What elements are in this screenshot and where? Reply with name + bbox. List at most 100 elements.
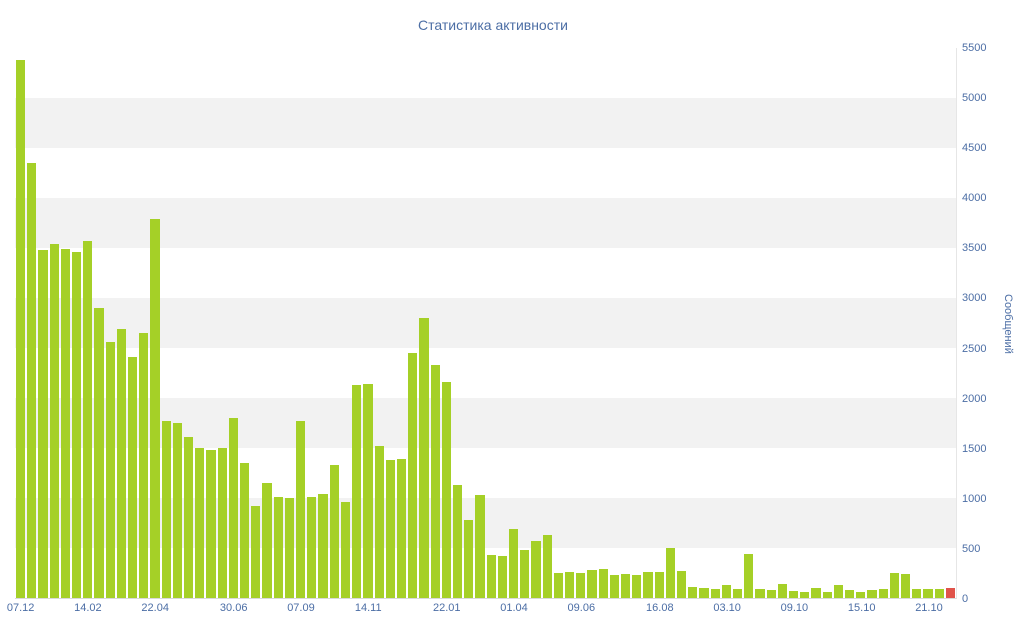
bar (184, 437, 194, 598)
bar (408, 353, 418, 598)
plot-band-gray (15, 198, 956, 248)
x-tick-label: 01.04 (500, 602, 528, 614)
x-tick-label: 14.02 (74, 602, 102, 614)
bar (318, 494, 328, 598)
x-tick-label: 22.04 (141, 602, 169, 614)
stripe-layer (15, 48, 956, 598)
bar (688, 587, 698, 598)
bar (598, 569, 608, 598)
x-tick-label: 30.06 (219, 602, 248, 614)
bar (374, 446, 384, 598)
x-tick-label: 09.10 (780, 602, 809, 614)
bar (228, 418, 239, 598)
bar (296, 421, 306, 598)
bar (486, 555, 496, 598)
bar (665, 548, 675, 598)
bar (161, 421, 171, 598)
bar (699, 588, 709, 598)
bar (284, 498, 295, 598)
bar (609, 575, 619, 598)
bar (934, 589, 944, 598)
bar (654, 572, 664, 598)
y-tick-label: 1000 (962, 492, 987, 505)
y-tick-label: 3500 (962, 242, 987, 255)
bar (240, 463, 250, 598)
y-tick-label: 1500 (962, 442, 987, 455)
bar (475, 495, 485, 598)
bar (352, 385, 362, 598)
bar (643, 572, 653, 598)
bar (116, 329, 127, 598)
bar (520, 550, 530, 598)
bar (464, 520, 474, 598)
bar (38, 250, 48, 598)
plot-band-gray (15, 398, 956, 448)
bar (889, 573, 900, 598)
bar (878, 589, 888, 598)
bar (800, 592, 810, 598)
x-tick-label: 09.06 (567, 602, 596, 614)
bar (553, 573, 563, 598)
bar (128, 357, 138, 598)
x-tick-label: 07.12 (6, 602, 35, 614)
bar (497, 556, 507, 598)
y-tick-label: 5000 (962, 92, 987, 105)
bar (217, 448, 227, 598)
bar (833, 585, 844, 598)
bar (710, 589, 720, 598)
x-tick-label: 03.10 (713, 602, 741, 614)
bar (755, 589, 765, 598)
bar (273, 497, 283, 598)
plot-band-gray (15, 98, 956, 148)
bar (542, 535, 552, 598)
bar (83, 241, 93, 598)
bar (396, 459, 407, 598)
bar (777, 584, 788, 598)
bar (733, 589, 743, 598)
bar (901, 574, 911, 598)
bar (419, 318, 429, 598)
bar (811, 588, 821, 598)
x-tick-label: 15.10 (847, 602, 876, 614)
y-tick-label: 2500 (962, 342, 987, 355)
bar (72, 252, 82, 598)
bar (822, 592, 832, 598)
bar (845, 590, 855, 598)
bar (340, 502, 351, 598)
y-axis-title: Сообщений (1002, 293, 1014, 354)
bar (172, 423, 183, 598)
bar (385, 460, 395, 598)
chart-title: Статистика активности (418, 17, 568, 33)
bar (721, 585, 731, 598)
y-tick-label: 4500 (962, 142, 987, 155)
bar (744, 554, 754, 598)
bar (49, 244, 59, 598)
bar (60, 249, 71, 598)
bar (867, 590, 877, 598)
bar (195, 448, 205, 598)
bar (632, 575, 642, 598)
bar (94, 308, 104, 598)
bar (912, 589, 922, 598)
x-tick-label: 22.01 (432, 602, 461, 614)
y-tick-label: 2000 (962, 392, 987, 405)
y-tick-label: 4000 (962, 192, 987, 205)
x-axis: 07.12 14.02 22.04 30.06 07.09 14.11 22.01 01.04… (7, 602, 957, 618)
bar (576, 573, 586, 598)
x-tick-label: 16.08 (646, 602, 674, 614)
bar (307, 497, 317, 598)
bar (262, 483, 272, 598)
bar (206, 450, 216, 598)
bar (105, 342, 115, 598)
plot-area (15, 48, 957, 599)
bar (363, 384, 373, 598)
bar (676, 571, 687, 598)
bar (430, 365, 440, 598)
y-tick-label: 5500 (962, 42, 987, 54)
x-tick-label: 21.10 (915, 602, 943, 614)
y-tick-label: 3000 (962, 292, 987, 305)
bar (508, 529, 519, 598)
bar (587, 570, 597, 598)
bar (452, 485, 463, 598)
